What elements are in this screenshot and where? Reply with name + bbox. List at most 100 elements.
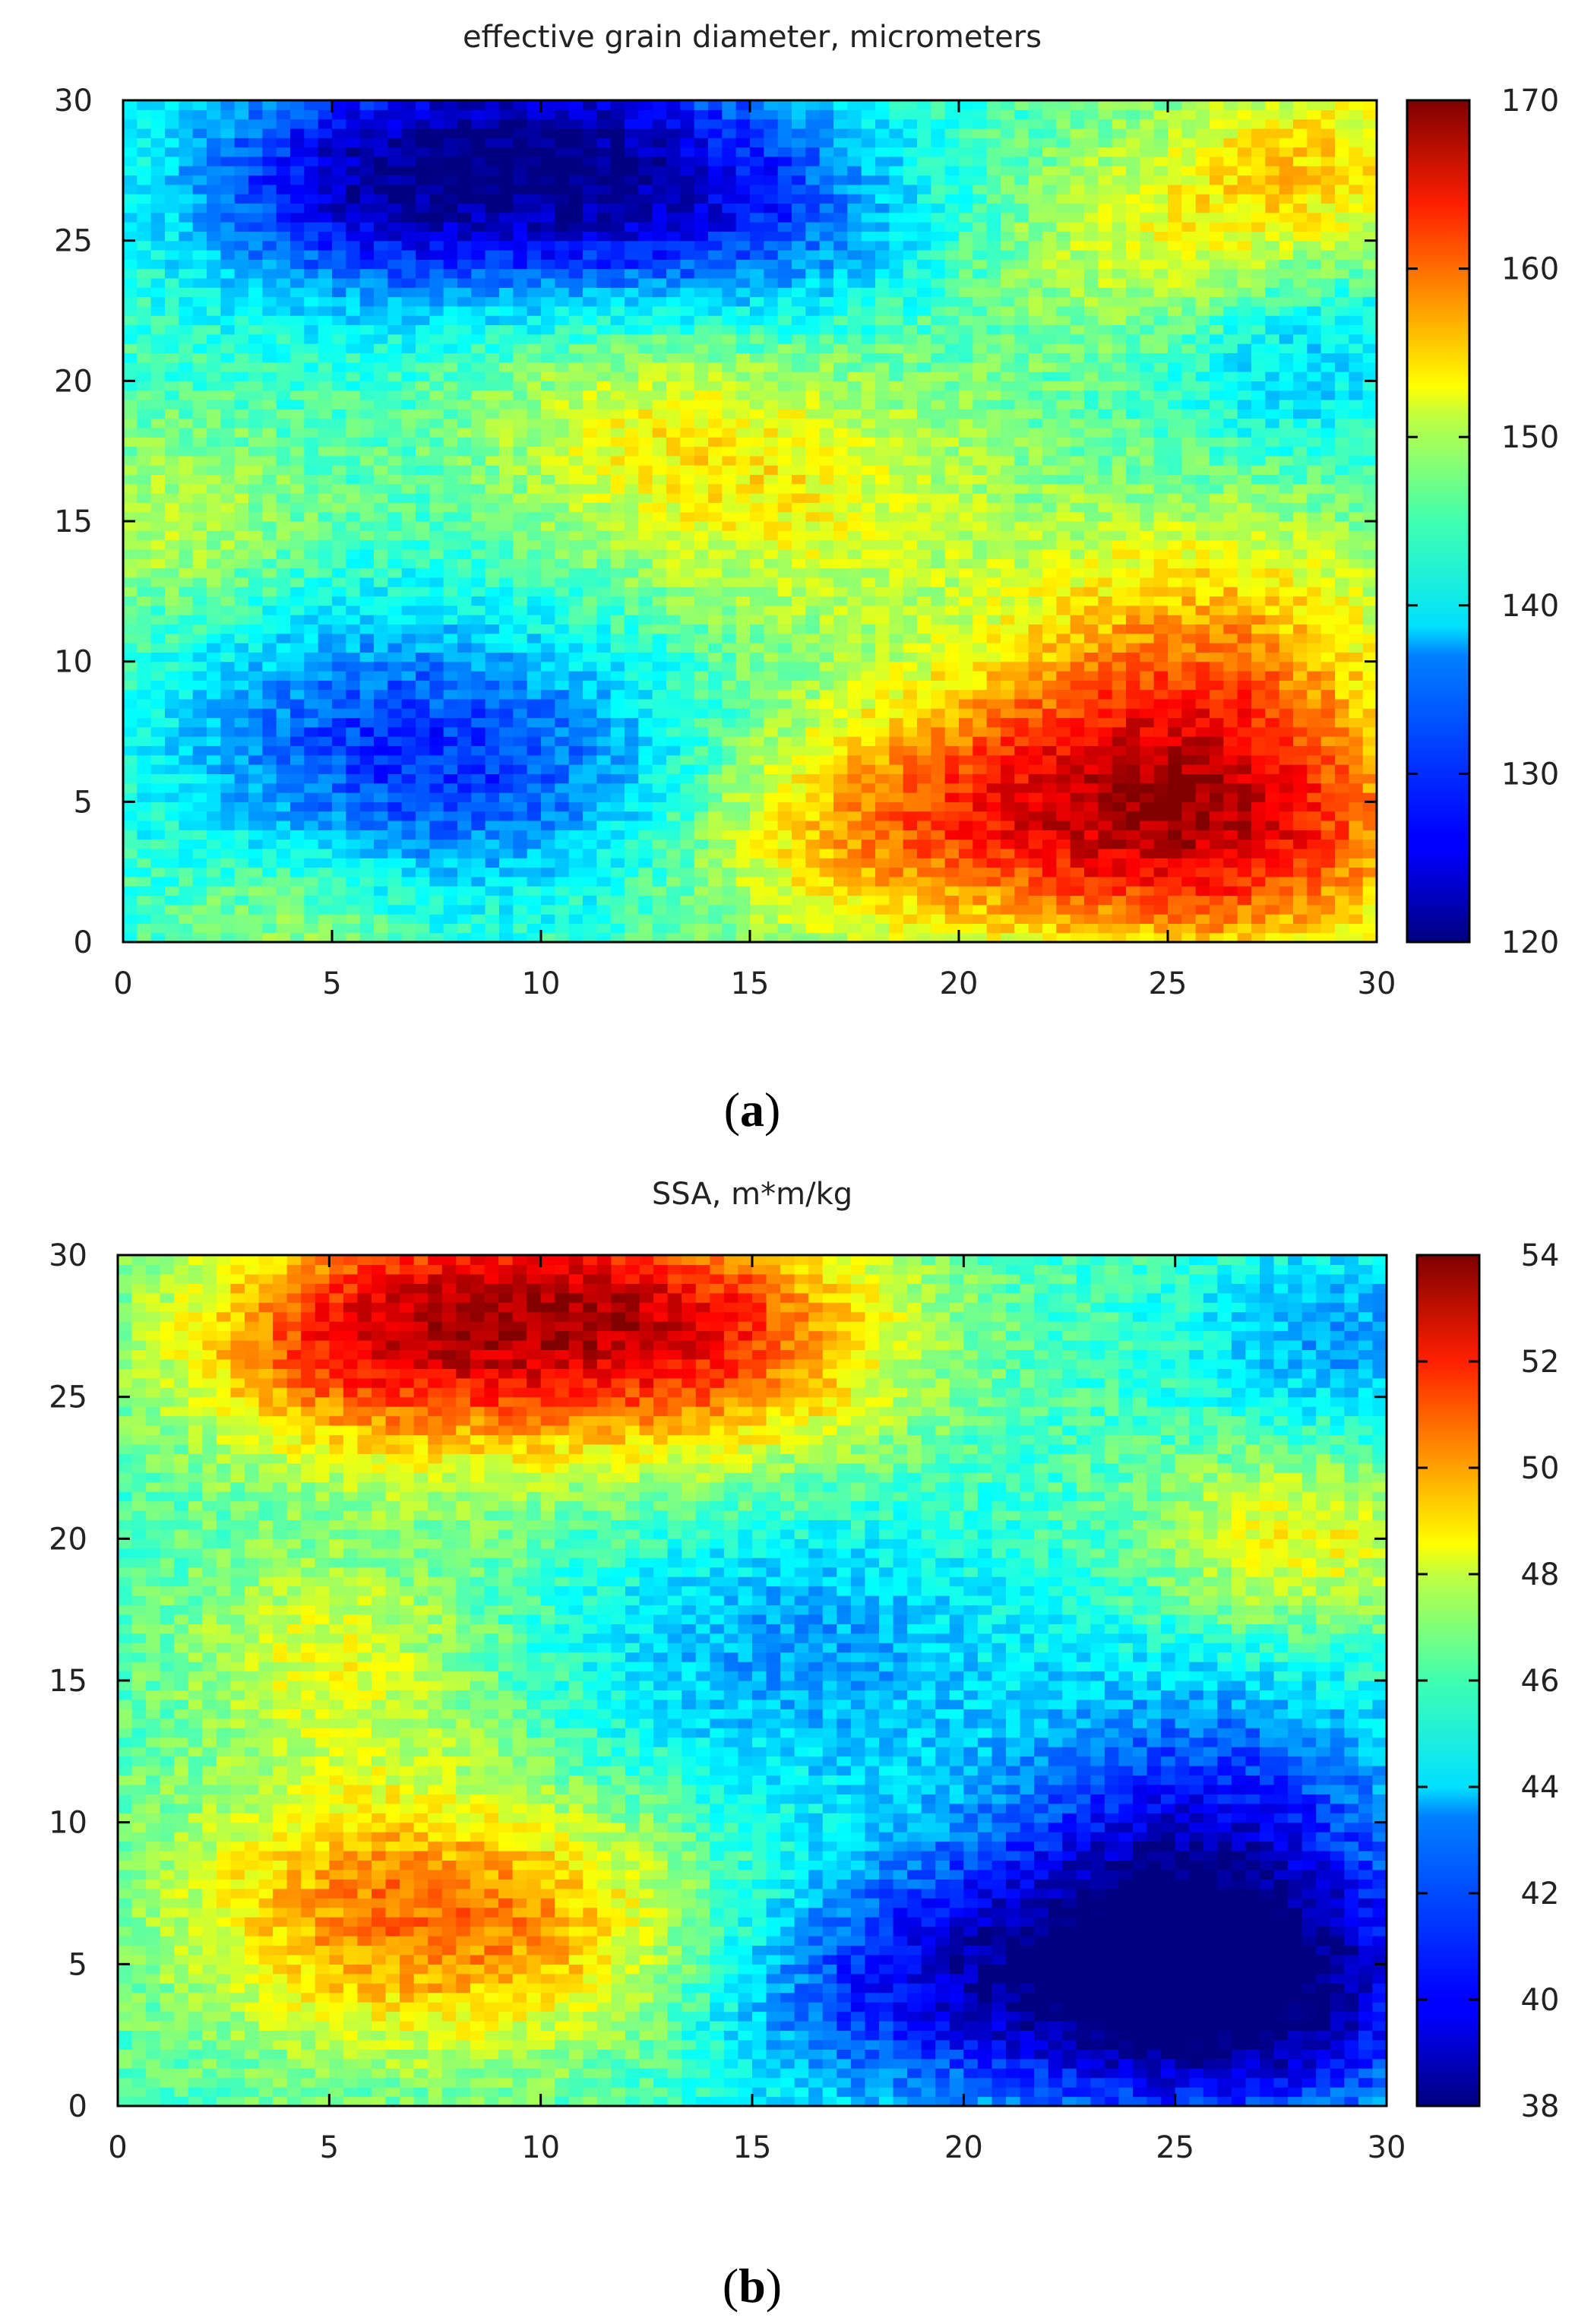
- heatmap-cell: [416, 362, 430, 372]
- heatmap-cell: [457, 848, 472, 858]
- heatmap-cell: [401, 539, 416, 550]
- heatmap-cell: [722, 147, 737, 157]
- heatmap-cell: [708, 166, 723, 176]
- heatmap-cell: [513, 511, 528, 522]
- heatmap-cell: [777, 446, 792, 457]
- heatmap-cell: [387, 184, 403, 194]
- heatmap-cell: [638, 222, 653, 232]
- heatmap-cell: [416, 427, 430, 438]
- heatmap-cell: [234, 745, 249, 756]
- heatmap-cell: [708, 372, 723, 381]
- heatmap-cell: [150, 128, 166, 138]
- heatmap-cell: [527, 203, 542, 213]
- heatmap-cell: [207, 147, 221, 157]
- heatmap-cell: [847, 932, 862, 943]
- heatmap-cell: [457, 577, 472, 587]
- heatmap-cell: [652, 530, 667, 541]
- heatmap-cell: [694, 483, 709, 494]
- heatmap-cell: [192, 437, 207, 447]
- heatmap-cell: [513, 483, 528, 494]
- heatmap-cell: [638, 212, 653, 223]
- heatmap-cell: [457, 231, 472, 242]
- heatmap-cell: [234, 100, 249, 110]
- heatmap-cell: [332, 222, 346, 232]
- heatmap-cell: [555, 474, 570, 485]
- heatmap-cell: [150, 109, 166, 120]
- heatmap-cell: [374, 661, 388, 672]
- heatmap-cell: [722, 166, 737, 176]
- heatmap-cell: [805, 259, 821, 270]
- heatmap-cell: [805, 521, 821, 531]
- heatmap-cell: [527, 175, 542, 185]
- heatmap-cell: [722, 764, 737, 774]
- heatmap-cell: [304, 268, 319, 279]
- heatmap-cell: [513, 390, 528, 400]
- heatmap-cell: [819, 830, 834, 840]
- heatmap-cell: [248, 568, 263, 578]
- heatmap-cell: [416, 390, 430, 400]
- heatmap-cell: [471, 717, 486, 728]
- heatmap-cell: [179, 100, 194, 110]
- heatmap-cell: [708, 249, 723, 260]
- heatmap-cell: [513, 305, 528, 316]
- heatmap-cell: [666, 287, 681, 298]
- heatmap-cell: [625, 792, 639, 802]
- heatmap-cell: [234, 418, 249, 428]
- heatmap-cell: [583, 483, 597, 494]
- heatmap-cell: [276, 324, 291, 335]
- heatmap-cell: [276, 633, 291, 643]
- heatmap-cell: [889, 652, 904, 662]
- heatmap-cell: [777, 184, 792, 194]
- heatmap-cell: [165, 381, 179, 391]
- heatmap-cell: [220, 166, 236, 176]
- heatmap-cell: [735, 726, 751, 737]
- heatmap-cell: [123, 399, 138, 409]
- heatmap-cell: [735, 409, 751, 419]
- heatmap-cell: [805, 904, 821, 915]
- heatmap-cell: [861, 820, 876, 830]
- heatmap-cell: [555, 633, 570, 643]
- heatmap-cell: [722, 259, 737, 270]
- heatmap-cell: [346, 521, 361, 531]
- heatmap-cell: [150, 100, 166, 110]
- heatmap-cell: [499, 231, 514, 242]
- heatmap-cell: [332, 465, 346, 476]
- heatmap-cell: [150, 296, 166, 307]
- heatmap-cell: [207, 848, 221, 858]
- heatmap-cell: [625, 596, 639, 606]
- heatmap-cell: [387, 736, 403, 747]
- heatmap-cell: [248, 876, 263, 887]
- heatmap-cell: [792, 577, 806, 587]
- heatmap-cell: [735, 587, 751, 597]
- heatmap-cell: [666, 615, 681, 625]
- heatmap-cell: [123, 446, 138, 457]
- heatmap-cell: [499, 268, 514, 279]
- heatmap-cell: [638, 689, 653, 700]
- heatmap-cell: [443, 783, 458, 793]
- heatmap-cell: [137, 194, 152, 204]
- heatmap-cell: [234, 689, 249, 700]
- heatmap-cell: [346, 689, 361, 700]
- heatmap-cell: [555, 923, 570, 934]
- heatmap-cell: [889, 568, 904, 578]
- heatmap-cell: [792, 867, 806, 877]
- heatmap-cell: [555, 390, 570, 400]
- heatmap-cell: [764, 558, 779, 569]
- heatmap-cell: [429, 502, 444, 513]
- heatmap-cell: [401, 493, 416, 503]
- heatmap-cell: [694, 334, 709, 344]
- heatmap-cell: [123, 483, 138, 494]
- heatmap-cell: [346, 156, 361, 166]
- heatmap-cell: [722, 717, 737, 728]
- heatmap-cell: [457, 932, 472, 943]
- heatmap-cell: [610, 287, 625, 298]
- heatmap-cell: [234, 324, 249, 335]
- heatmap-cell: [234, 437, 249, 447]
- heatmap-cell: [764, 353, 779, 363]
- heatmap-cell: [304, 418, 319, 428]
- heatmap-cell: [401, 446, 416, 457]
- heatmap-cell: [207, 334, 221, 344]
- heatmap-cell: [429, 633, 444, 643]
- heatmap-cell: [443, 773, 458, 784]
- heatmap-cell: [401, 128, 416, 138]
